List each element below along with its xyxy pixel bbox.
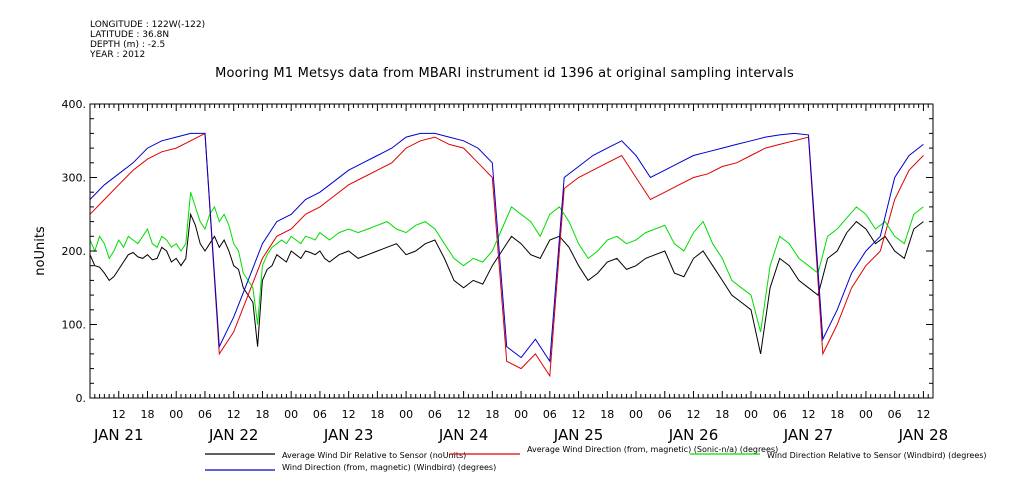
- x-tick-label: 06: [198, 408, 212, 421]
- latitude-text: LATITUDE : 36.8N: [90, 30, 170, 40]
- x-tick-label: 18: [370, 408, 384, 421]
- legend-label-3: Wind Direction Relative to Sensor (Windb…: [767, 451, 987, 460]
- x-tick-label: 06: [313, 408, 327, 421]
- series-line-1: [89, 212, 924, 355]
- x-tick-label: 00: [744, 408, 758, 421]
- legend-label-1: Average Wind Dir Relative to Sensor (noU…: [282, 451, 466, 460]
- x-tick-label: 06: [543, 408, 557, 421]
- x-tick-label: 06: [773, 408, 787, 421]
- depth-text: DEPTH (m) : -2.5: [90, 40, 166, 50]
- date-label: JAN 22: [208, 426, 259, 444]
- y-tick-label: 300.: [62, 172, 87, 185]
- x-tick-label: 06: [428, 408, 442, 421]
- plot-lines: [89, 132, 924, 378]
- legend-label-2: Average Wind Direction (from, magnetic) …: [527, 445, 778, 454]
- date-label: JAN 21: [93, 426, 144, 444]
- x-tick-label: 18: [255, 408, 269, 421]
- date-label: JAN 26: [668, 426, 719, 444]
- series-line-4: [89, 132, 924, 363]
- x-tick-label: 06: [658, 408, 672, 421]
- year-text: YEAR : 2012: [90, 50, 146, 60]
- date-label: JAN 28: [898, 426, 949, 444]
- date-label: JAN 23: [323, 426, 374, 444]
- x-tick-label: 00: [284, 408, 298, 421]
- date-label: JAN 25: [553, 426, 604, 444]
- date-label: JAN 27: [783, 426, 834, 444]
- x-tick-label: 12: [801, 408, 815, 421]
- metadata-block: LONGITUDE : 122W(-122) LATITUDE : 36.8N …: [90, 20, 205, 60]
- chart-title: Mooring M1 Metsys data from MBARI instru…: [215, 66, 794, 81]
- x-tick-label: 12: [342, 408, 356, 421]
- x-tick-label: 00: [859, 408, 873, 421]
- axes: 0. 100. 200. 300. 400. 12 18 00 06 12 18 00 06 12 18 00…: [62, 98, 949, 444]
- y-axis-label: noUnits: [33, 226, 48, 276]
- longitude-text: LONGITUDE : 122W(-122): [90, 20, 206, 30]
- x-tick-label: 00: [514, 408, 528, 421]
- x-tick-label: 12: [916, 408, 930, 421]
- x-tick-label: 12: [572, 408, 586, 421]
- x-tick-label: 00: [169, 408, 183, 421]
- x-tick-label: 12: [687, 408, 701, 421]
- y-tick-label: 400.: [62, 98, 87, 111]
- x-tick-label: 18: [715, 408, 729, 421]
- x-tick-label: 12: [457, 408, 471, 421]
- series-line-3: [89, 192, 924, 333]
- plot-frame: [89, 103, 934, 399]
- x-tick-label: 18: [485, 408, 499, 421]
- date-label: JAN 24: [438, 426, 489, 444]
- y-tick-label: 100.: [62, 319, 87, 332]
- x-tick-label: 00: [399, 408, 413, 421]
- x-tick-label: 18: [830, 408, 844, 421]
- legend: Average Wind Dir Relative to Sensor (noU…: [205, 445, 987, 472]
- series-line-2: [89, 132, 924, 378]
- x-tick-label: 00: [629, 408, 643, 421]
- x-tick-label: 18: [600, 408, 614, 421]
- x-tick-label: 18: [140, 408, 154, 421]
- legend-label-4: Wind Direction (from, magnetic) (Windbir…: [282, 463, 496, 472]
- x-tick-label: 06: [888, 408, 902, 421]
- y-tick-label: 200.: [62, 245, 87, 258]
- x-tick-label: 12: [227, 408, 241, 421]
- y-tick-label: 0.: [76, 392, 87, 405]
- x-tick-label: 12: [112, 408, 126, 421]
